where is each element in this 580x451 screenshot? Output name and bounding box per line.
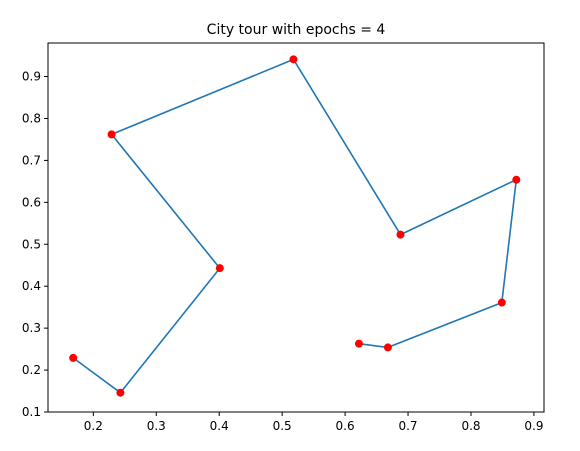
x-tick-label: 0.7 (398, 419, 417, 433)
y-tick-label: 0.2 (22, 363, 41, 377)
city-point (116, 388, 125, 397)
city-point (289, 55, 298, 64)
y-tick-label: 0.8 (22, 111, 41, 125)
y-tick-label: 0.3 (22, 321, 41, 335)
city-point (354, 339, 363, 348)
tour-path-line (72, 58, 518, 394)
y-tick-label: 0.9 (22, 70, 41, 84)
city-point (215, 264, 224, 273)
city-point (396, 230, 405, 239)
y-tick-label: 0.4 (22, 279, 41, 293)
y-tick-label: 0.1 (22, 405, 41, 419)
city-point (107, 130, 116, 139)
city-point (69, 353, 78, 362)
city-point (383, 343, 392, 352)
y-tick-label: 0.7 (22, 153, 41, 167)
city-point (497, 298, 506, 307)
x-tick-label: 0.2 (84, 419, 103, 433)
x-tick-label: 0.3 (147, 419, 166, 433)
x-tick-label: 0.6 (336, 419, 355, 433)
axes-frame (47, 42, 545, 413)
city-point (512, 175, 521, 184)
x-tick-label: 0.4 (210, 419, 229, 433)
x-axis: 0.2 0.3 0.4 0.5 0.6 0.7 0.8 0.9 (84, 412, 543, 433)
chart-title: City tour with epochs = 4 (207, 22, 386, 38)
x-tick-label: 0.5 (273, 419, 292, 433)
plot-area (69, 55, 521, 397)
x-tick-label: 0.9 (524, 419, 543, 433)
x-tick-label: 0.8 (461, 419, 480, 433)
y-axis: 0.1 0.2 0.3 0.4 0.5 0.6 0.7 0.8 0.9 (22, 70, 48, 419)
y-tick-label: 0.6 (22, 195, 41, 209)
y-tick-label: 0.5 (22, 237, 41, 251)
